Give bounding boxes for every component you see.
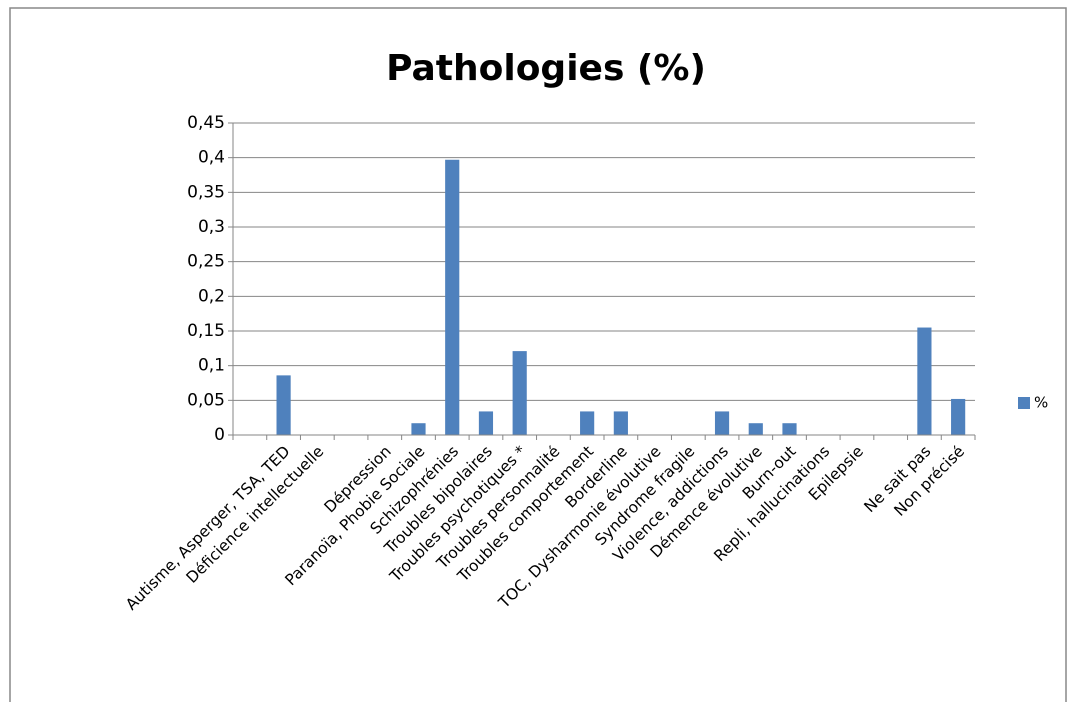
y-tick-label: 0,1 <box>198 356 225 376</box>
chart-title: Pathologies (%) <box>386 48 706 89</box>
y-tick-label: 0,15 <box>187 321 225 341</box>
bar <box>782 423 797 435</box>
y-tick-label: 0,25 <box>187 252 225 272</box>
y-tick-label: 0,05 <box>187 390 225 410</box>
bar <box>748 423 763 435</box>
bar <box>411 423 426 435</box>
y-tick-label: 0 <box>214 425 225 445</box>
y-tick-label: 0,2 <box>198 286 225 306</box>
y-tick-label: 0,4 <box>198 148 225 168</box>
bar <box>512 351 527 435</box>
chart-frame <box>9 7 1067 702</box>
legend-label: % <box>1034 394 1048 412</box>
y-tick-label: 0,35 <box>187 182 225 202</box>
bar <box>951 398 966 435</box>
bar <box>478 411 494 435</box>
bar <box>917 327 932 435</box>
bar <box>276 375 291 435</box>
x-tick-label: Autisme, Asperger, TSA, TED <box>122 442 293 613</box>
bar <box>714 411 730 435</box>
y-tick-label: 0,45 <box>187 113 225 133</box>
bar <box>445 159 460 435</box>
bar <box>613 411 628 435</box>
bar <box>580 411 595 435</box>
y-tick-label: 0,3 <box>198 217 225 237</box>
legend-swatch <box>1018 397 1030 409</box>
